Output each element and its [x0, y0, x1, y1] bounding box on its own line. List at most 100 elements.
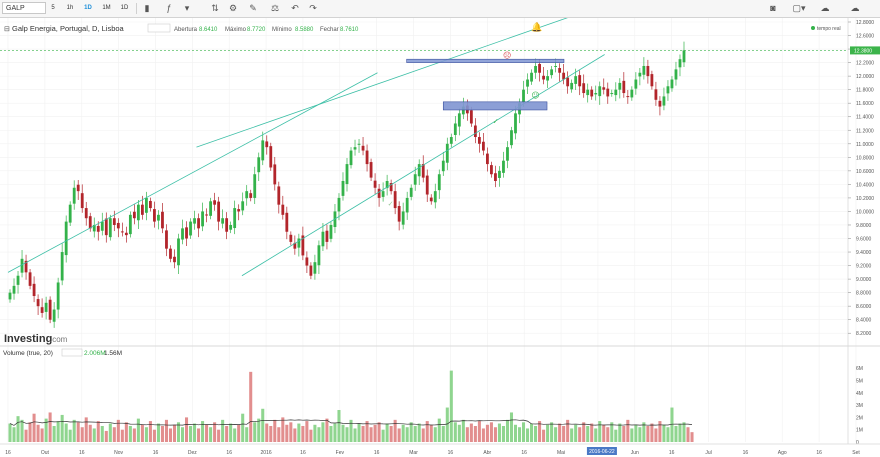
candle-body	[562, 72, 566, 80]
candle-body	[554, 65, 558, 67]
candle-body	[626, 96, 630, 98]
volume-bar	[325, 418, 329, 442]
time-tick-label: 16	[669, 450, 675, 456]
camera-icon[interactable]: ◙	[770, 3, 776, 13]
candle-body	[678, 59, 682, 68]
cloud-load-icon[interactable]: ☁	[850, 3, 860, 13]
volume-legend-buttons	[61, 348, 83, 357]
interval-dropdown-button[interactable]: 1D	[120, 5, 129, 11]
candle-body	[261, 140, 265, 161]
volume-bar	[674, 426, 678, 442]
candle-body	[345, 164, 349, 185]
volume-bar	[297, 423, 301, 442]
volume-tick-label: 1M	[856, 428, 863, 434]
drawn-trendlines[interactable]	[7, 18, 605, 277]
candle-body	[257, 157, 261, 173]
candle-body	[40, 307, 44, 313]
cloud-save-icon[interactable]: ☁	[820, 3, 830, 13]
pencil-icon[interactable]: ✎	[249, 3, 257, 13]
volume-bar	[96, 421, 100, 442]
candle-body	[393, 191, 397, 209]
candle-body	[586, 89, 590, 96]
indicator-icon[interactable]: ƒ	[166, 3, 172, 13]
volume-bar	[485, 424, 489, 442]
volume-bar	[505, 419, 509, 442]
volume-bar	[289, 422, 293, 442]
volume-bar	[16, 416, 20, 442]
undo-icon[interactable]: ↶	[291, 3, 299, 13]
candle-body	[598, 86, 602, 97]
candle-body	[630, 89, 634, 98]
volume-bar	[148, 421, 152, 442]
candle-body	[321, 231, 325, 247]
price-tick-label: 9.8000	[856, 223, 872, 229]
price-tick-label: 11.8000	[856, 88, 874, 94]
compare-icon[interactable]: ⇅	[211, 3, 219, 13]
volume-bar	[273, 419, 277, 442]
volume-bar	[405, 427, 409, 442]
price-tick-label: 10.8000	[856, 155, 874, 161]
price-tick-label: 8.6000	[856, 304, 872, 310]
volume-bar	[365, 421, 369, 442]
time-axis[interactable]: 16 Out 16 Nov 16 Dez 16 2016 16 Fev 16 Mar 16 Abr 16 Ma…	[0, 443, 880, 456]
volume-bar	[530, 423, 534, 442]
interval-1d-button[interactable]: 1D	[84, 5, 92, 11]
volume-bar	[590, 423, 594, 442]
symbol-input[interactable]: GALP	[2, 2, 46, 14]
time-tick-label: 16	[521, 450, 527, 456]
volume-axis[interactable]: 6M 5M 4M 3M 2M 1M 0	[856, 366, 863, 446]
candle-body	[498, 170, 501, 178]
candle-body	[469, 110, 473, 124]
candle-body	[68, 204, 72, 223]
candle-body	[140, 204, 144, 215]
price-tick-label: 8.4000	[856, 318, 872, 324]
candle-body	[313, 262, 317, 274]
volume-bar	[293, 428, 297, 442]
color-swatch-icon[interactable]: ▢▾	[792, 3, 806, 13]
candle-body	[570, 82, 574, 90]
candle-body	[104, 218, 108, 236]
candle-body	[325, 230, 329, 242]
volume-bar	[473, 426, 477, 442]
collapse-icon: ⊟	[4, 26, 10, 33]
interval-5-button[interactable]: 5	[51, 5, 55, 11]
volume-tick-label: 3M	[856, 403, 863, 409]
event-markers: 🔔 ☹ ☺ ✓ ✓	[388, 22, 543, 208]
indicator-dropdown-icon[interactable]: ▾	[184, 3, 190, 13]
time-tick-label: 16	[300, 450, 306, 456]
candle-body	[229, 224, 233, 230]
candle-body	[526, 79, 529, 87]
gear-icon[interactable]: ⚙	[228, 3, 238, 13]
price-tick-label: 10.4000	[856, 182, 874, 188]
volume-tick-label: 2M	[856, 415, 863, 421]
price-chart[interactable]: 🔔☹☺✓✓ 12.800012.600012.400012.200012.000…	[0, 18, 880, 457]
volume-bar	[626, 419, 630, 442]
candle-body	[52, 309, 56, 322]
candle-icon[interactable]: ▮	[144, 3, 150, 13]
volume-legend: Volume (true, 20) 2.006M 1.56M	[3, 348, 122, 357]
support-zone	[442, 101, 548, 111]
price-axis[interactable]: 12.800012.600012.400012.200012.000011.80…	[0, 20, 880, 337]
volume-bar	[80, 427, 84, 442]
candle-body	[181, 228, 184, 240]
volume-bar	[457, 424, 461, 442]
candle-body	[317, 245, 321, 266]
volume-bar	[642, 422, 646, 442]
interval-1m-button[interactable]: 1M	[102, 5, 111, 11]
volume-bar	[84, 417, 88, 442]
candle-body	[205, 214, 208, 216]
redo-icon[interactable]: ↷	[309, 3, 317, 13]
candle-body	[209, 201, 213, 216]
time-tick-label: 16	[374, 450, 380, 456]
candle-body	[594, 93, 598, 95]
volume-bar	[465, 427, 469, 442]
candle-body	[377, 188, 381, 198]
interval-1h-button[interactable]: 1h	[66, 5, 74, 11]
measure-icon[interactable]: ⚖	[270, 3, 280, 13]
candle-body	[546, 76, 549, 81]
open-label: Abertura	[174, 27, 198, 33]
candle-body	[477, 137, 481, 144]
candle-body	[309, 265, 313, 276]
volume-bar	[120, 429, 124, 442]
candle-body	[558, 68, 562, 73]
